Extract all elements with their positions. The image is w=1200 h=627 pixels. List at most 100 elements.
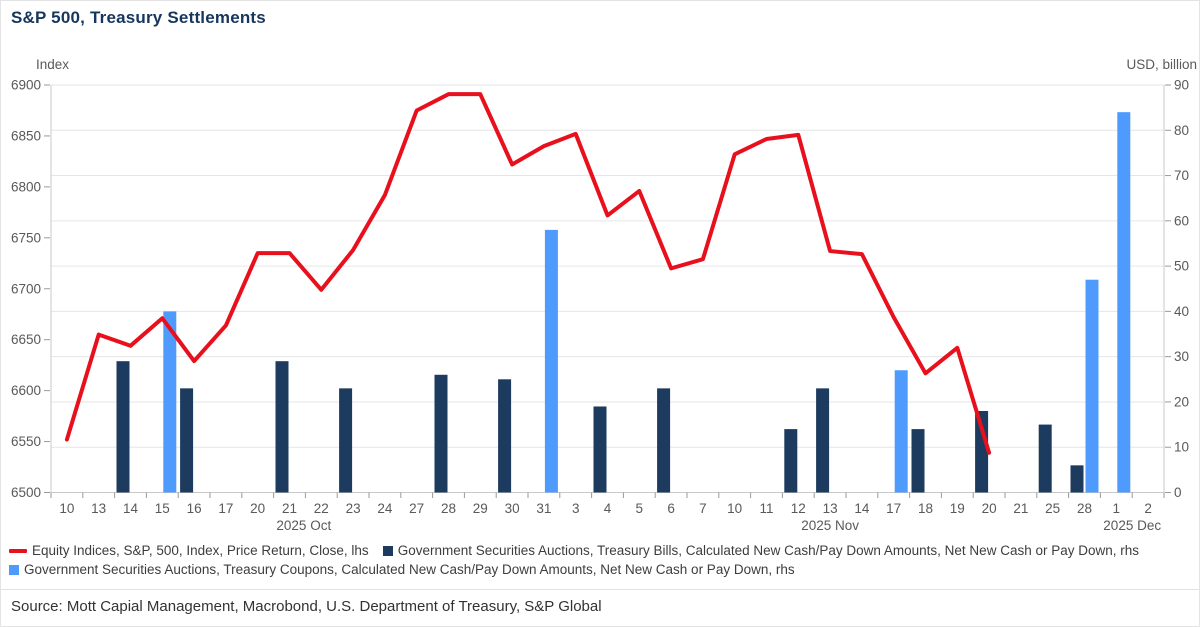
svg-text:14: 14 [123, 501, 139, 516]
svg-text:5: 5 [636, 501, 644, 516]
line-series [64, 92, 992, 455]
svg-text:6900: 6900 [11, 78, 41, 93]
bar [434, 374, 448, 493]
svg-text:28: 28 [441, 501, 456, 516]
bar [1038, 424, 1052, 493]
legend-item: Government Securities Auctions, Treasury… [9, 560, 795, 579]
bar [593, 406, 607, 493]
svg-text:50: 50 [1174, 259, 1189, 274]
legend: Equity Indices, S&P, 500, Index, Price R… [9, 541, 1193, 579]
treasury-bills-bars [116, 361, 1084, 493]
bar-series-marker-icon [9, 564, 19, 575]
bar [544, 229, 558, 493]
svg-text:3: 3 [572, 501, 580, 516]
left-axis-unit-label: Index [36, 57, 69, 72]
svg-text:17: 17 [886, 501, 901, 516]
svg-text:31: 31 [536, 501, 551, 516]
svg-text:11: 11 [759, 501, 773, 516]
svg-text:13: 13 [91, 501, 106, 516]
svg-text:1: 1 [1113, 501, 1121, 516]
svg-text:29: 29 [473, 501, 488, 516]
svg-text:6700: 6700 [11, 281, 41, 296]
svg-text:14: 14 [854, 501, 870, 516]
svg-text:20: 20 [982, 501, 997, 516]
legend-item: Equity Indices, S&P, 500, Index, Price R… [9, 541, 369, 560]
svg-text:10: 10 [59, 501, 74, 516]
source-text: Source: Mott Capial Management, Macrobon… [11, 598, 602, 615]
svg-text:6850: 6850 [11, 128, 41, 143]
line-series-marker-icon [9, 548, 27, 553]
svg-text:25: 25 [1045, 501, 1060, 516]
source-divider [1, 589, 1199, 590]
svg-text:2: 2 [1144, 501, 1152, 516]
svg-text:10: 10 [1174, 440, 1189, 455]
svg-text:20: 20 [250, 501, 265, 516]
svg-text:23: 23 [346, 501, 361, 516]
sp500-line [64, 92, 992, 455]
svg-text:22: 22 [314, 501, 329, 516]
svg-text:18: 18 [918, 501, 933, 516]
svg-text:4: 4 [604, 501, 612, 516]
legend-item: Government Securities Auctions, Treasury… [382, 541, 1139, 560]
chart-canvas: Index USD, billion 650065506600665067006… [11, 57, 1197, 534]
bar [784, 429, 798, 493]
svg-text:27: 27 [409, 501, 424, 516]
svg-text:6650: 6650 [11, 332, 41, 347]
svg-text:13: 13 [823, 501, 838, 516]
svg-text:60: 60 [1174, 213, 1189, 228]
bar [1085, 279, 1099, 493]
bar-series [116, 112, 1131, 493]
svg-text:10: 10 [727, 501, 742, 516]
bar [1117, 112, 1131, 493]
treasury-coupons-bars [163, 112, 1131, 493]
svg-text:16: 16 [187, 501, 202, 516]
svg-text:80: 80 [1174, 123, 1189, 138]
bar [163, 311, 177, 493]
svg-text:12: 12 [791, 501, 806, 516]
svg-text:17: 17 [218, 501, 233, 516]
bar [339, 388, 353, 493]
svg-text:20: 20 [1174, 394, 1189, 409]
svg-text:6550: 6550 [11, 434, 41, 449]
svg-text:6: 6 [667, 501, 675, 516]
svg-text:30: 30 [505, 501, 520, 516]
svg-text:21: 21 [282, 501, 297, 516]
bar [657, 388, 671, 493]
bar [816, 388, 830, 493]
axis-ticks [44, 84, 1171, 498]
right-axis-unit-label: USD, billion [1126, 57, 1197, 72]
svg-text:0: 0 [1174, 485, 1182, 500]
axis-tick-labels: 6500655066006650670067506800685069000102… [11, 78, 1189, 534]
bar [498, 379, 512, 493]
bar-series-marker-icon [382, 545, 393, 556]
legend-item-label: Government Securities Auctions, Treasury… [24, 562, 795, 577]
svg-text:21: 21 [1013, 501, 1028, 516]
chart-title: S&P 500, Treasury Settlements [11, 8, 266, 27]
bar [975, 411, 989, 493]
svg-text:2025 Oct: 2025 Oct [276, 518, 331, 533]
svg-text:2025 Dec: 2025 Dec [1103, 518, 1161, 533]
bar [911, 429, 925, 493]
legend-item-label: Equity Indices, S&P, 500, Index, Price R… [32, 543, 369, 558]
svg-text:6750: 6750 [11, 230, 41, 245]
svg-text:6600: 6600 [11, 383, 41, 398]
gridlines [50, 84, 1165, 493]
svg-text:90: 90 [1174, 78, 1189, 93]
svg-text:40: 40 [1174, 304, 1189, 319]
svg-text:28: 28 [1077, 501, 1092, 516]
svg-text:2025 Nov: 2025 Nov [801, 518, 859, 533]
bar [116, 361, 130, 493]
svg-text:30: 30 [1174, 349, 1189, 364]
bar [1070, 465, 1084, 493]
svg-text:6800: 6800 [11, 179, 41, 194]
bar [180, 388, 194, 493]
svg-text:24: 24 [377, 501, 393, 516]
legend-item-label: Government Securities Auctions, Treasury… [397, 543, 1139, 558]
bar [275, 361, 289, 493]
svg-text:7: 7 [699, 501, 707, 516]
svg-text:6500: 6500 [11, 485, 41, 500]
svg-text:15: 15 [155, 501, 170, 516]
svg-text:70: 70 [1174, 168, 1189, 183]
bar [894, 370, 908, 493]
